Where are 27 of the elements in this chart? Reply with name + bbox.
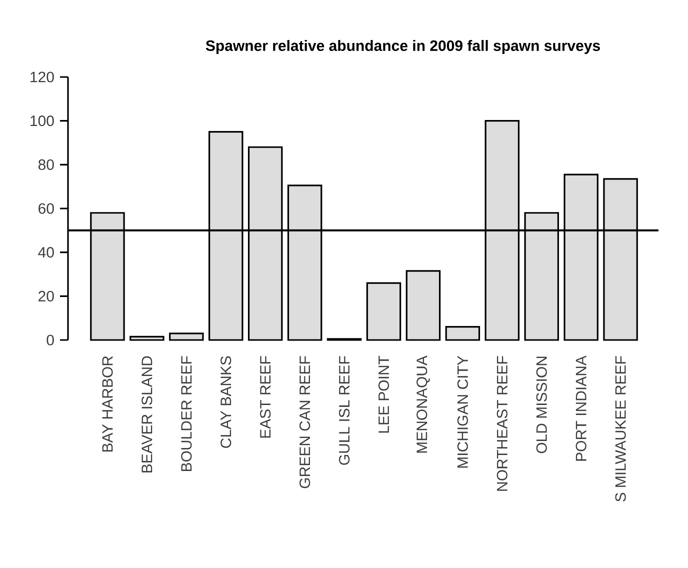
x-tick-label: CLAY BANKS bbox=[220, 356, 232, 448]
x-tick-label: BOULDER REEF bbox=[181, 356, 192, 471]
y-tick-label: 0 bbox=[46, 334, 54, 346]
y-tick-label: 60 bbox=[38, 203, 54, 214]
bar bbox=[169, 332, 204, 341]
x-tick-label: S MILWAUKEE REEF bbox=[615, 356, 626, 502]
x-tick-label: GREEN CAN REEF bbox=[299, 356, 310, 488]
bar bbox=[366, 282, 402, 341]
y-tick-label: 100 bbox=[30, 116, 54, 126]
x-tick-label: OLD MISSION bbox=[536, 356, 547, 454]
x-tick-label: MENONAQUA bbox=[416, 356, 430, 453]
x-tick-label: LEE POINT bbox=[378, 356, 390, 433]
y-tick-label: 40 bbox=[38, 247, 54, 258]
chart-title: Spawner relative abundance in 2009 fall spawn surveys bbox=[206, 40, 600, 54]
x-tick-label: EAST REEF bbox=[260, 356, 271, 438]
x-tick-label: GULL ISL REEF bbox=[338, 356, 350, 465]
y-tick-label: 20 bbox=[38, 290, 54, 302]
x-tick-label: NORTHEAST REEF bbox=[496, 356, 508, 491]
y-tick-label: 120 bbox=[30, 72, 54, 82]
bar bbox=[406, 270, 441, 341]
bar bbox=[130, 336, 164, 341]
y-tick-label: 80 bbox=[38, 159, 54, 170]
x-tick-label: MICHIGAN CITY bbox=[457, 356, 468, 468]
x-tick-label: PORT INDIANA bbox=[576, 356, 586, 461]
x-tick-label: BAY HARBOR bbox=[102, 356, 113, 452]
x-tick-label: BEAVER ISLAND bbox=[142, 356, 152, 472]
bar bbox=[445, 326, 480, 341]
